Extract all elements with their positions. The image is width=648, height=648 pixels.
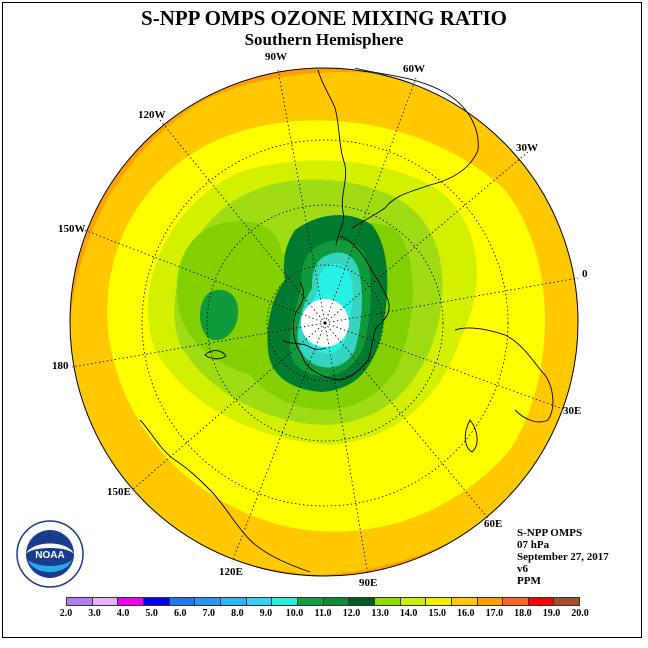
colorbar-tick-label: 2.0 bbox=[59, 608, 73, 619]
ozone-field bbox=[70, 68, 578, 576]
colorbar-swatch bbox=[246, 598, 273, 605]
logo-text: NOAA bbox=[35, 550, 64, 561]
meridian-150w bbox=[83, 229, 326, 324]
colorbar-tick-label: 17.0 bbox=[485, 608, 504, 619]
colorbar-swatch bbox=[554, 598, 580, 605]
colorbar-tick-label: 5.0 bbox=[145, 608, 158, 619]
colorbar-swatch bbox=[92, 598, 119, 605]
lon-label-60w: 60W bbox=[403, 63, 425, 75]
coastlines bbox=[139, 67, 554, 573]
meridian-30e bbox=[324, 322, 567, 411]
ross-ice-shelf-edge bbox=[281, 339, 327, 350]
latitude-circle-60s bbox=[141, 139, 509, 507]
lon-label-90e: 90E bbox=[359, 577, 378, 589]
lon-label-0: 0 bbox=[582, 268, 588, 280]
lon-label-90w: 90W bbox=[265, 51, 287, 63]
meridian-30w bbox=[324, 151, 529, 324]
colorbar-tick-label: 11.0 bbox=[314, 608, 332, 619]
colorbar-swatch bbox=[349, 598, 375, 605]
meridian-180 bbox=[71, 322, 326, 368]
info-product: S-NPP OMPS bbox=[517, 527, 583, 539]
chart-title: S-NPP OMPS OZONE MIXING RATIO bbox=[141, 6, 507, 30]
colorbar-swatch bbox=[143, 598, 170, 605]
ozone-band-11-west bbox=[199, 289, 239, 341]
island-coast bbox=[204, 350, 227, 360]
colorbar-tick-label: 3.0 bbox=[88, 608, 101, 619]
colorbar-tick-label: 13.0 bbox=[371, 608, 389, 619]
colorbar-swatch bbox=[272, 598, 298, 605]
colorbar-tick-label: 20.0 bbox=[571, 608, 589, 619]
colorbar bbox=[66, 597, 580, 606]
colorbar-tick-label: 16.0 bbox=[457, 608, 475, 619]
lon-label-120e: 120E bbox=[219, 566, 243, 578]
colorbar-tick-label: 15.0 bbox=[428, 608, 446, 619]
colorbar-swatch bbox=[118, 598, 144, 605]
colorbar-swatch bbox=[195, 598, 221, 605]
colorbar-swatch bbox=[503, 598, 529, 605]
logo-bird-icon bbox=[26, 543, 74, 554]
plot-frame bbox=[2, 2, 642, 638]
globe-outline bbox=[69, 67, 579, 577]
colorbar-tick-label: 8.0 bbox=[231, 608, 244, 619]
meridian-90w bbox=[277, 69, 326, 324]
info-level: 07 hPa bbox=[517, 539, 550, 551]
info-date: September 27, 2017 bbox=[517, 551, 609, 563]
south-america-coast-east bbox=[351, 67, 479, 229]
chart-subtitle: Southern Hemisphere bbox=[244, 30, 404, 49]
colorbar-swatch bbox=[169, 598, 196, 605]
colorbar-swatch bbox=[400, 598, 427, 605]
meridian-150e bbox=[131, 322, 326, 491]
colorbar-swatch bbox=[451, 598, 478, 605]
south-pole-marker bbox=[323, 321, 327, 325]
colorbar-swatch bbox=[528, 598, 555, 605]
meridian-120e bbox=[231, 322, 326, 563]
colorbar-tick-label: 7.0 bbox=[202, 608, 216, 619]
info-version: v6 bbox=[517, 563, 528, 575]
colorbar-swatch bbox=[67, 598, 93, 605]
antarctica-coast bbox=[292, 235, 390, 381]
colorbar-tick-label: 19.0 bbox=[542, 608, 561, 619]
colorbar-swatch bbox=[477, 598, 504, 605]
lon-label-30w: 30W bbox=[516, 142, 538, 154]
madagascar-coast bbox=[464, 419, 478, 453]
australia-nz-coast bbox=[139, 419, 311, 573]
lon-label-120w: 120W bbox=[138, 109, 166, 121]
lon-label-180: 180 bbox=[52, 360, 69, 372]
meridian-0 bbox=[324, 277, 579, 324]
colorbar-tick-label: 4.0 bbox=[116, 608, 130, 619]
colorbar-tick-label: 14.0 bbox=[399, 608, 418, 619]
colorbar-swatch bbox=[220, 598, 247, 605]
colorbar-swatch bbox=[426, 598, 452, 605]
lon-label-60e: 60E bbox=[484, 518, 503, 530]
latitude-circle-70s bbox=[206, 204, 444, 442]
south-america-coast-west bbox=[317, 69, 347, 246]
info-units: PPM bbox=[517, 575, 541, 587]
colorbar-swatch bbox=[374, 598, 401, 605]
colorbar-tick-label: 9.0 bbox=[259, 608, 273, 619]
graticule bbox=[71, 69, 579, 576]
africa-coast bbox=[454, 327, 554, 423]
logo-wave-icon bbox=[28, 560, 72, 572]
lon-label-150w: 150W bbox=[58, 223, 86, 235]
colorbar-tick-label: 12.0 bbox=[342, 608, 361, 619]
colorbar-tick-label: 10.0 bbox=[285, 608, 304, 619]
colorbar-tick-label: 18.0 bbox=[514, 608, 532, 619]
latitude-circle-80s bbox=[266, 264, 384, 382]
meridian-90e bbox=[324, 322, 369, 576]
colorbar-tick-label: 6.0 bbox=[173, 608, 187, 619]
noaa-logo-icon: NOAA bbox=[16, 520, 84, 588]
colorbar-swatch bbox=[323, 598, 350, 605]
lon-label-30e: 30E bbox=[563, 405, 582, 417]
colorbar-swatch bbox=[297, 598, 324, 605]
lon-label-150e: 150E bbox=[107, 486, 131, 498]
